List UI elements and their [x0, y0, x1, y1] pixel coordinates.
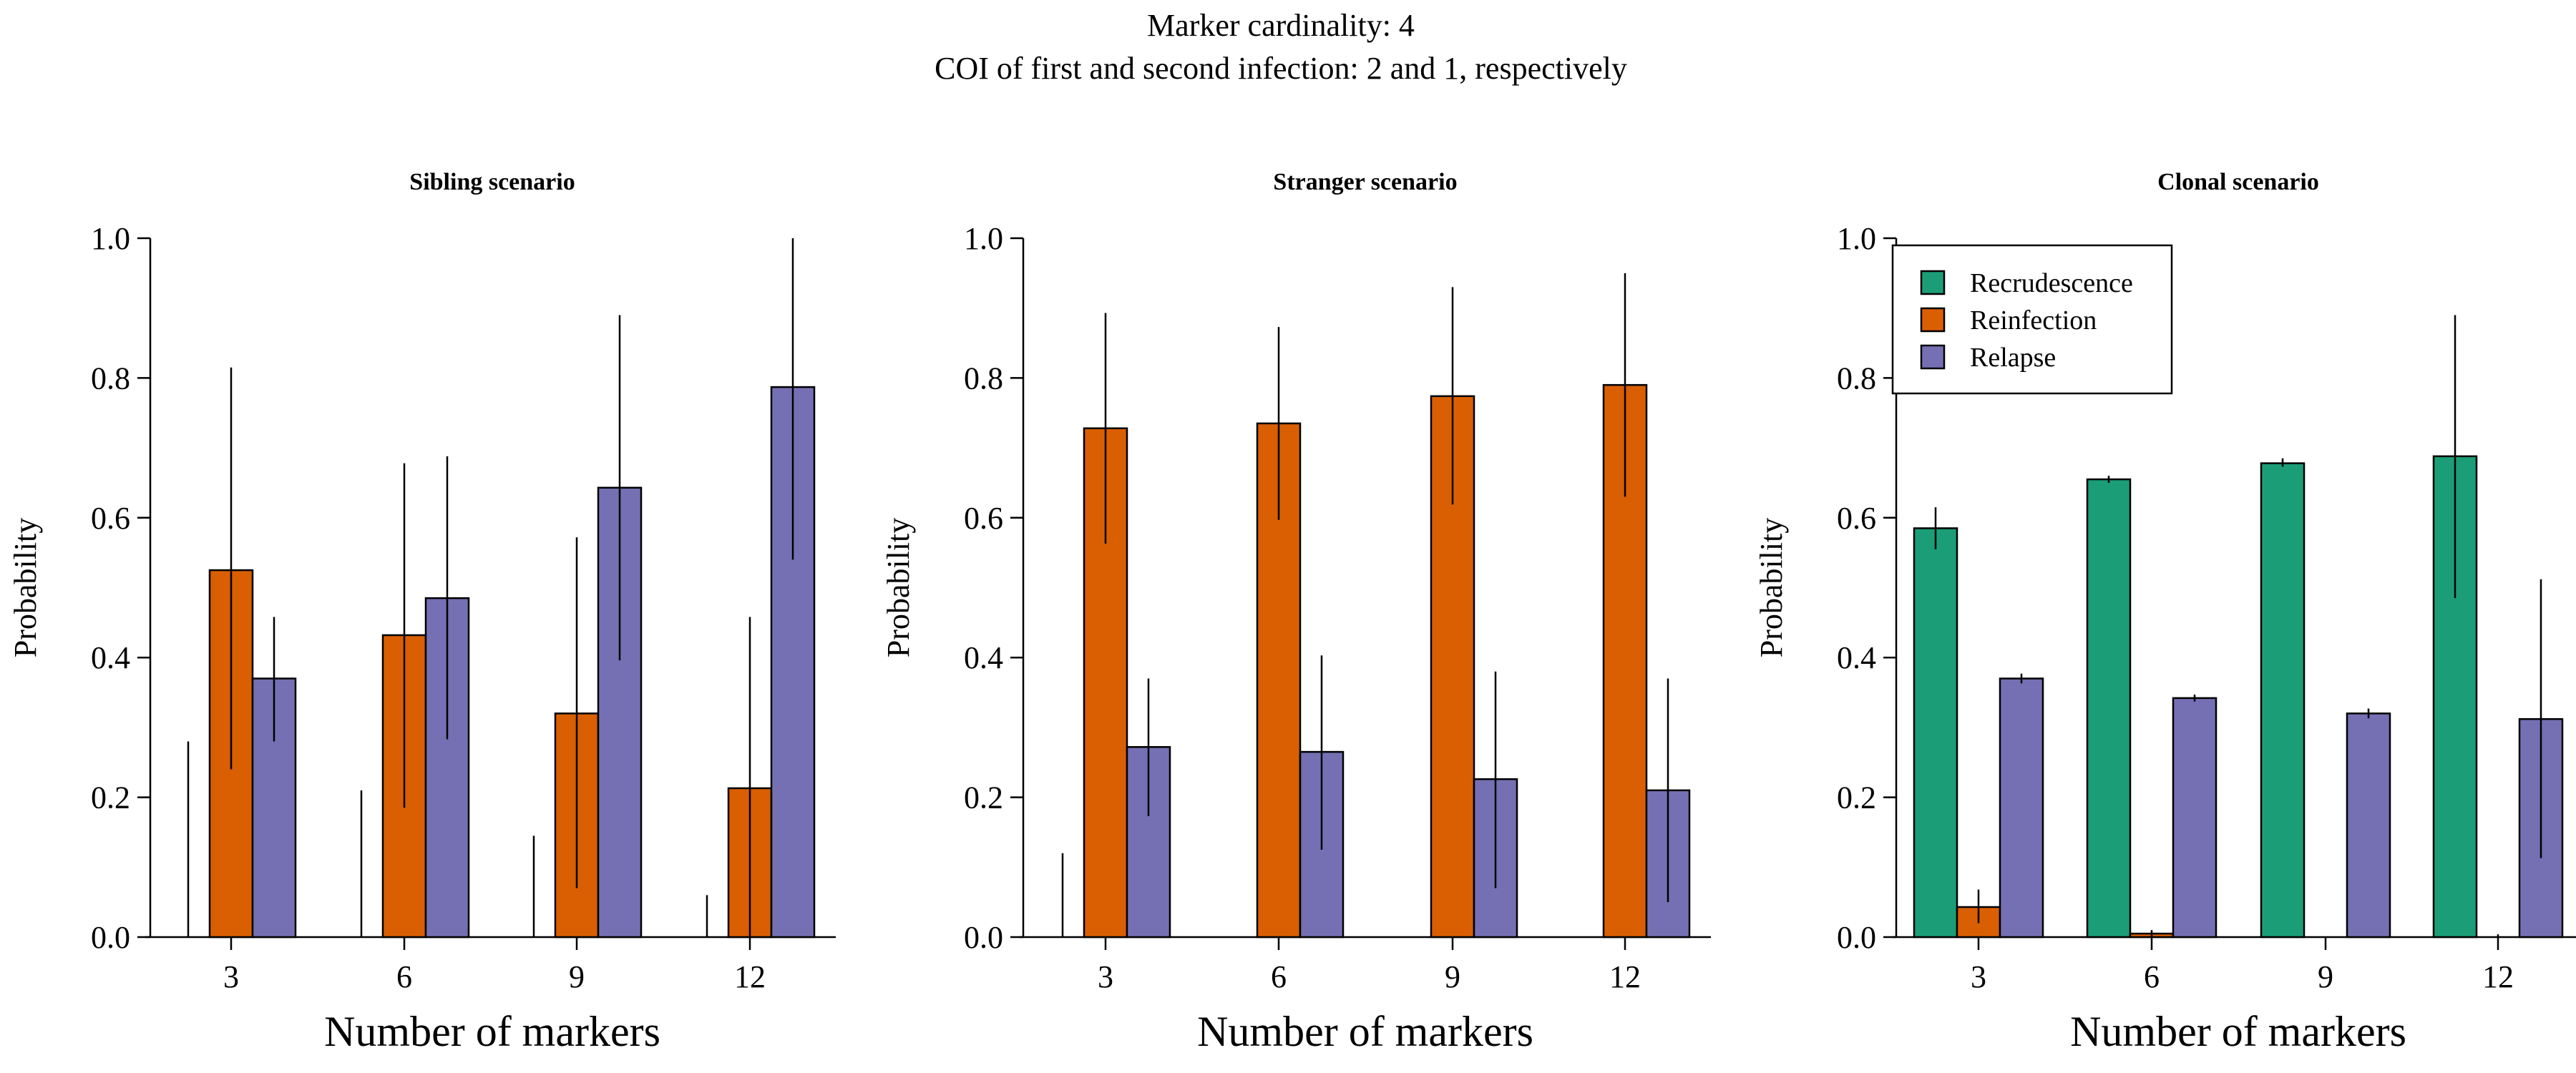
y-axis-label: Probability	[8, 518, 43, 658]
bar-relapse	[2172, 697, 2218, 939]
bar-recrudescence	[2260, 462, 2306, 939]
legend-swatch-relapse	[1920, 344, 1946, 370]
x-tick-label: 9	[2318, 959, 2333, 994]
x-tick-label: 6	[1271, 959, 1287, 994]
bar-relapse	[251, 677, 297, 939]
x-tick-label: 12	[2482, 959, 2514, 994]
y-axis-label: Probability	[1754, 518, 1789, 658]
y-tick-label: 0.0	[964, 920, 1003, 955]
legend-label-relapse: Relapse	[1970, 343, 2056, 373]
x-axis-label: Number of markers	[324, 1008, 660, 1055]
panel-clonal: Clonal scenario Probability Number of ma…	[1754, 169, 2576, 1055]
y-tick-label: 0.4	[964, 640, 1003, 675]
y-tick-label: 0.6	[1837, 501, 1876, 536]
bar-relapse	[2346, 712, 2391, 939]
y-tick-label: 1.0	[1837, 221, 1876, 256]
bar-recrudescence	[1913, 527, 1958, 939]
legend-label-recrudescence: Recrudescence	[1970, 268, 2133, 298]
y-tick-label: 0.0	[91, 920, 130, 955]
y-tick-label: 0.8	[91, 361, 130, 396]
x-axis-label: Number of markers	[1197, 1008, 1533, 1055]
x-axis-label: Number of markers	[2070, 1008, 2406, 1055]
x-tick-label: 3	[223, 959, 239, 994]
x-tick-label: 12	[1609, 959, 1641, 994]
panel-sibling: Sibling scenario Probability Number of m…	[8, 169, 836, 1055]
x-tick-label: 6	[396, 959, 412, 994]
y-tick-label: 0.0	[1837, 920, 1876, 955]
y-tick-label: 0.8	[964, 361, 1003, 396]
y-tick-label: 0.6	[91, 501, 130, 536]
y-tick-label: 0.4	[1837, 640, 1876, 675]
legend-label-reinfection: Reinfection	[1970, 305, 2097, 335]
y-tick-label: 1.0	[964, 221, 1003, 256]
legend-swatch-reinfection	[1920, 307, 1946, 333]
x-tick-label: 3	[1971, 959, 1986, 994]
x-tick-label: 12	[734, 959, 766, 994]
panel-stranger: Stranger scenario Probability Number of …	[881, 169, 1711, 1055]
y-tick-label: 0.2	[91, 780, 130, 815]
y-tick-label: 1.0	[91, 221, 130, 256]
figure-title-line2: COI of first and second infection: 2 and…	[935, 51, 1627, 86]
y-tick-label: 0.4	[91, 640, 130, 675]
panel-title: Sibling scenario	[409, 169, 575, 195]
y-tick-label: 0.2	[964, 780, 1003, 815]
bar-recrudescence	[2086, 478, 2132, 939]
x-tick-label: 3	[1098, 959, 1113, 994]
panel-title: Clonal scenario	[2157, 169, 2319, 195]
legend-swatch-recrudescence	[1920, 270, 1946, 295]
x-tick-label: 6	[2144, 959, 2160, 994]
panel-title: Stranger scenario	[1273, 169, 1457, 195]
y-tick-label: 0.6	[964, 501, 1003, 536]
y-axis-label: Probability	[881, 518, 916, 658]
bar-relapse	[1999, 677, 2044, 939]
figure-title-line1: Marker cardinality: 4	[1147, 8, 1415, 43]
y-tick-label: 0.8	[1837, 361, 1876, 396]
x-tick-label: 9	[569, 959, 585, 994]
y-tick-label: 0.2	[1837, 780, 1876, 815]
x-tick-label: 9	[1445, 959, 1460, 994]
